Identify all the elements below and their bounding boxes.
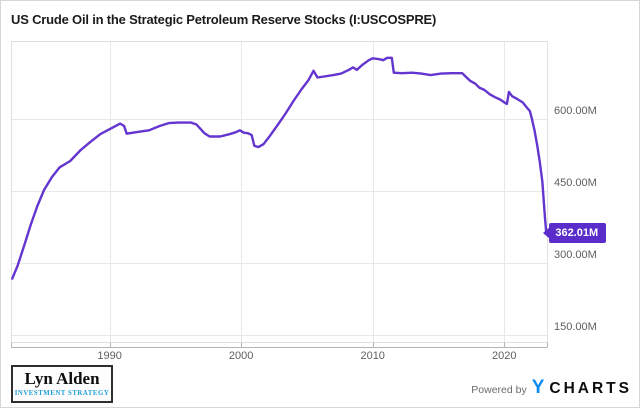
x-axis-tick-label: 2010: [360, 350, 385, 362]
lyn-alden-logo[interactable]: Lyn Alden INVESTMENT STRATEGY: [11, 365, 113, 403]
line-chart-svg: [11, 41, 548, 348]
badge-value: 362.01M: [555, 227, 599, 240]
y-axis-tick-label: 300.00M: [554, 248, 597, 261]
lyn-alden-logo-subtitle: INVESTMENT STRATEGY: [14, 390, 110, 397]
plot-area: 600.00M 450.00M 300.00M 150.00M 1990 2000 201…: [11, 41, 607, 362]
y-axis-tick-label: 150.00M: [554, 320, 597, 333]
x-axis-tick-label: 2000: [228, 350, 254, 362]
badge-arrow-icon: [543, 227, 551, 240]
powered-by-label: Powered by: [471, 384, 527, 396]
plot-border: [11, 41, 548, 343]
x-axis-tick-label: 1990: [97, 350, 122, 362]
last-value-badge: 362.01M: [543, 223, 607, 244]
y-axis-tick-label: 600.00M: [554, 104, 597, 117]
y-axis-tick-label: 450.00M: [554, 176, 597, 189]
ycharts-logo-text: CHARTS: [549, 380, 632, 397]
lyn-alden-logo-name: Lyn Alden: [24, 369, 100, 388]
ycharts-logo-y-icon: Y: [531, 377, 545, 398]
ycharts-attribution[interactable]: Powered by Y CHARTS: [471, 377, 632, 398]
chart-title: US Crude Oil in the Strategic Petroleum …: [11, 12, 437, 27]
x-axis-tick-label: 2020: [492, 350, 517, 362]
data-series-line: [11, 56, 548, 280]
